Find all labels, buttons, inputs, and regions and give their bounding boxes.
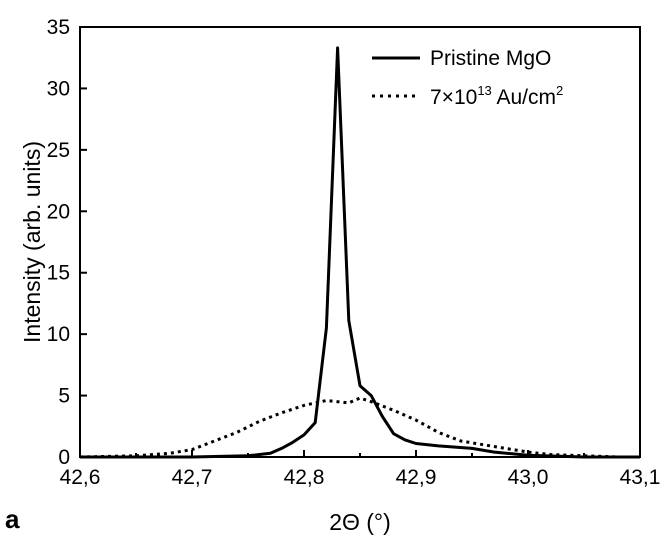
- legend-label-irradiated-exponent: 13: [477, 83, 491, 98]
- axis-ticks: 42,6 42,7 42,8 42,9 43,0 43,1 0 5 10 15 20 25 30 35: [47, 16, 661, 489]
- y-tick-label: 10: [47, 323, 70, 346]
- series-line-pristine: [80, 46, 640, 459]
- y-tick-label: 30: [47, 77, 70, 100]
- y-axis-label: Intensity (arb. units): [19, 141, 45, 343]
- y-tick-label: 35: [47, 16, 70, 39]
- y-tick-label: 25: [47, 139, 70, 162]
- legend-label-irradiated: 7×1013 Au/cm2: [430, 83, 563, 109]
- x-tick-label: 42,7: [172, 466, 213, 489]
- x-tick-label: 43,0: [508, 466, 549, 489]
- x-tick-label: 43,1: [620, 466, 661, 489]
- y-tick-label: 0: [58, 446, 70, 469]
- y-tick-label: 5: [58, 385, 70, 408]
- y-tick-label: 20: [47, 200, 70, 223]
- legend-label-irradiated-unit: Au/cm: [492, 86, 556, 109]
- x-tick-label: 42,8: [284, 466, 325, 489]
- x-tick-label: 42,9: [396, 466, 437, 489]
- y-tick-label: 15: [47, 262, 70, 285]
- legend-label-pristine: Pristine MgO: [430, 47, 551, 70]
- x-axis-label: 2Θ (°): [329, 509, 391, 535]
- series-layer: [79, 46, 640, 459]
- x-tick-label: 42,6: [60, 466, 101, 489]
- series-line-irradiated: [79, 396, 640, 459]
- legend: Pristine MgO 7×1013 Au/cm2: [372, 47, 563, 109]
- panel-label: a: [5, 504, 20, 534]
- legend-label-irradiated-base: 7×10: [430, 86, 477, 109]
- legend-label-irradiated-unit-exponent: 2: [556, 83, 563, 98]
